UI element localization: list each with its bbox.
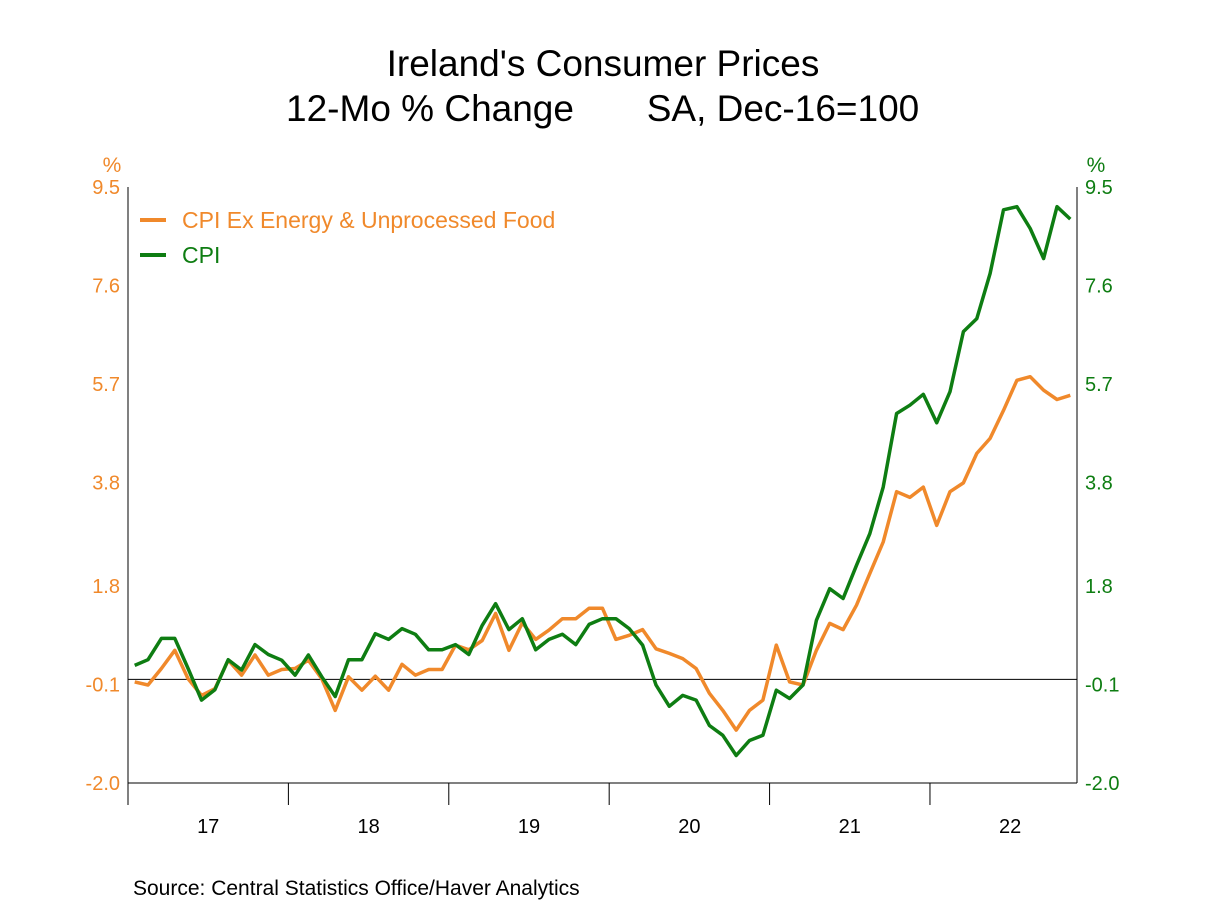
left-y-tick-label: 3.8	[92, 472, 120, 494]
right-y-tick-label: 1.8	[1085, 576, 1113, 598]
left-y-tick-label: 9.5	[92, 177, 120, 199]
right-y-tick-label: 9.5	[1085, 177, 1113, 199]
right-y-tick-label: -2.0	[1085, 773, 1119, 795]
series-line-cpi-ex-energy	[134, 374, 1071, 732]
legend-label: CPI Ex Energy & Unprocessed Food	[182, 207, 555, 233]
left-axis-unit: %	[103, 154, 122, 177]
right-y-tick-label: 7.6	[1085, 275, 1113, 297]
right-y-tick-label: -0.1	[1085, 675, 1119, 697]
right-axis-unit: %	[1087, 154, 1106, 177]
left-y-tick-label: 5.7	[92, 374, 120, 396]
left-y-tick-label: -2.0	[86, 773, 120, 795]
right-y-tick-label: 3.8	[1085, 472, 1113, 494]
chart-title: Ireland's Consumer Prices	[387, 43, 820, 84]
x-tick-label: 19	[518, 816, 540, 838]
x-tick-label: 21	[839, 816, 861, 838]
legend-label: CPI	[182, 242, 220, 268]
x-tick-label: 20	[678, 816, 700, 838]
source-note: Source: Central Statistics Office/Haver …	[133, 877, 580, 900]
right-y-tick-label: 5.7	[1085, 374, 1113, 396]
chart-subtitle-left: 12-Mo % Change	[286, 88, 574, 129]
x-tick-label: 22	[999, 816, 1021, 838]
x-tick-label: 18	[357, 816, 379, 838]
left-y-tick-label: 1.8	[92, 576, 120, 598]
left-y-tick-label: 7.6	[92, 275, 120, 297]
left-y-tick-label: -0.1	[86, 675, 120, 697]
series-line-cpi	[134, 204, 1072, 758]
x-tick-label: 17	[197, 816, 219, 838]
chart-subtitle-right: SA, Dec-16=100	[647, 88, 920, 129]
